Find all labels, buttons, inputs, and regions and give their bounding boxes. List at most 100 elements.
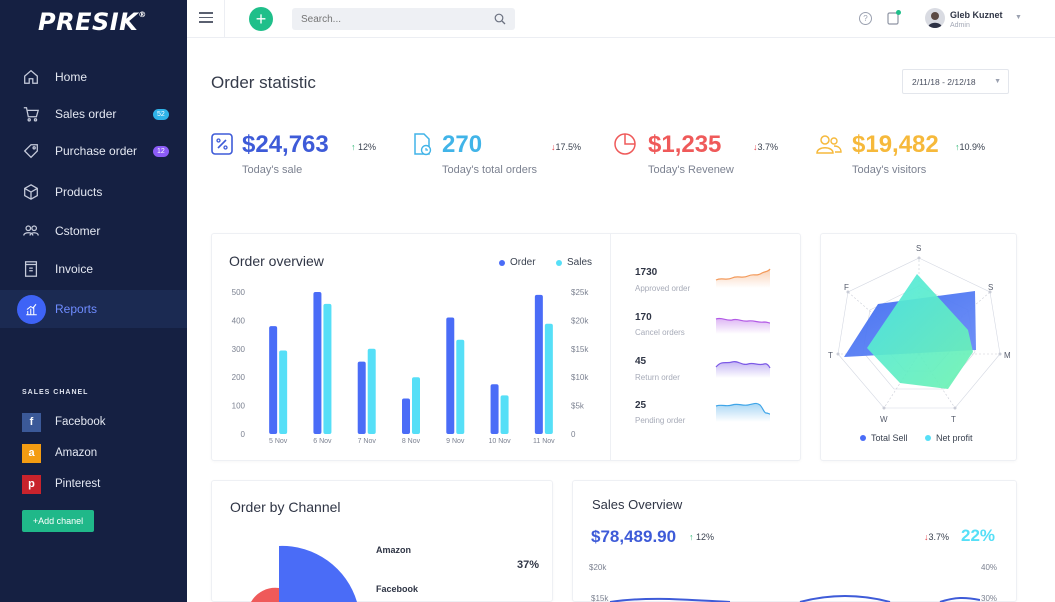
sidebar-item-customer[interactable]: Cstomer bbox=[0, 212, 187, 250]
sales-overview-percent: 22% bbox=[961, 526, 996, 545]
percent-icon bbox=[211, 133, 233, 155]
purchase-order-badge: 12 bbox=[153, 146, 169, 157]
y-axis-left-tick: 400 bbox=[232, 316, 246, 325]
mini-stat-value: 45 bbox=[635, 356, 647, 367]
legend-dot bbox=[925, 435, 931, 441]
radar-axis-label: T bbox=[828, 351, 833, 360]
search-input[interactable] bbox=[292, 8, 515, 30]
sales-overview-value: $78,489.90 bbox=[591, 527, 677, 546]
topbar: + ? Gleb Kuznet Admin ▼ bbox=[187, 0, 1055, 38]
stat-orders-change: ↓17.5% bbox=[551, 142, 582, 152]
channel-amazon[interactable]: a Amazon bbox=[22, 443, 97, 463]
x-axis-tick: 10 Nov bbox=[488, 438, 511, 445]
y-axis-right-tick: $5k bbox=[571, 402, 585, 411]
add-button[interactable]: + bbox=[249, 7, 273, 31]
order-by-channel-title: Order by Channel bbox=[230, 499, 341, 515]
radar-axis-label: S bbox=[916, 244, 921, 253]
legend-order[interactable]: Order bbox=[499, 257, 536, 268]
sales-chanel-heading: SALES CHANEL bbox=[22, 389, 89, 396]
menu-icon[interactable] bbox=[199, 12, 213, 24]
sales-axis-tick: 40% bbox=[981, 563, 998, 572]
radar-axis-label: T bbox=[951, 415, 956, 424]
legend-total-sell[interactable]: Total Sell bbox=[860, 433, 908, 443]
bar-sales bbox=[500, 395, 509, 434]
stat-revenew-value: $1,235 bbox=[648, 131, 722, 158]
channel-label-amazon: Amazon bbox=[376, 545, 412, 555]
bar-order bbox=[402, 398, 410, 434]
stat-visitors-change: ↑10.9% bbox=[955, 142, 986, 152]
add-chanel-button[interactable]: +Add chanel bbox=[22, 510, 94, 532]
bar-order bbox=[313, 292, 322, 434]
sidebar-item-label: Purchase order bbox=[55, 144, 138, 158]
pie-icon bbox=[614, 133, 636, 155]
sales-axis-tick: 30% bbox=[981, 594, 998, 602]
bar-order bbox=[269, 326, 278, 434]
search-icon[interactable] bbox=[494, 13, 506, 25]
bar-sales bbox=[323, 303, 332, 434]
divider bbox=[610, 234, 611, 460]
user-role: Admin bbox=[950, 22, 970, 29]
channel-facebook[interactable]: f Facebook bbox=[22, 412, 106, 432]
bar-sales bbox=[456, 339, 465, 434]
channel-percent-amazon: 37% bbox=[517, 559, 540, 571]
help-icon[interactable]: ? bbox=[859, 12, 872, 25]
mini-stat-label: Return order bbox=[635, 373, 680, 382]
mini-stat-label: Approved order bbox=[635, 284, 691, 293]
stat-revenew-change: ↓3.7% bbox=[753, 142, 779, 152]
sidebar-item-sales-order[interactable]: Sales order 52 bbox=[0, 95, 187, 133]
sidebar-item-home[interactable]: Home bbox=[0, 58, 187, 96]
sidebar-item-purchase-order[interactable]: Purchase order 12 bbox=[0, 132, 187, 170]
y-axis-right-tick: 0 bbox=[571, 430, 576, 439]
chevron-down-icon[interactable]: ▼ bbox=[1015, 14, 1022, 21]
radar-axis-label: M bbox=[1004, 351, 1011, 360]
stat-orders-value: 270 bbox=[442, 131, 483, 158]
radar-axis-label: F bbox=[844, 283, 849, 292]
reports-icon bbox=[17, 294, 46, 324]
avatar[interactable] bbox=[925, 8, 945, 28]
page-title: Order statistic bbox=[211, 73, 316, 92]
bar-order bbox=[446, 317, 455, 434]
sales-overview-change-up: ↑ 12% bbox=[689, 532, 715, 542]
y-axis-left-tick: 100 bbox=[232, 402, 246, 411]
home-icon bbox=[21, 67, 41, 87]
legend-net-profit[interactable]: Net profit bbox=[925, 433, 973, 443]
invoice-icon bbox=[21, 259, 41, 279]
sidebar-item-label: Products bbox=[55, 185, 103, 199]
mini-stat-label: Pending order bbox=[635, 416, 686, 425]
logo-text: PRESIK bbox=[38, 8, 139, 36]
logo-mark: ® bbox=[138, 10, 147, 19]
logo[interactable]: PRESIK® bbox=[38, 8, 147, 36]
chevron-down-icon: ▼ bbox=[994, 78, 1001, 85]
sidebar-item-reports[interactable]: Reports bbox=[0, 290, 187, 328]
mini-stat-value: 170 bbox=[635, 312, 652, 323]
sidebar-item-products[interactable]: Products bbox=[0, 173, 187, 211]
x-axis-tick: 7 Nov bbox=[358, 438, 377, 445]
channel-pinterest[interactable]: p Pinterest bbox=[22, 474, 100, 494]
date-range-select[interactable]: 2/11/18 - 2/12/18 ▼ bbox=[902, 69, 1009, 94]
y-axis-right-tick: $10k bbox=[571, 373, 589, 382]
sidebar-item-label: Invoice bbox=[55, 262, 94, 276]
stat-sale-value: $24,763 bbox=[242, 131, 329, 158]
sidebar-item-invoice[interactable]: Invoice bbox=[0, 250, 187, 288]
sidebar: PRESIK® Home Sales order 52 Purchase ord… bbox=[0, 0, 187, 602]
mini-stat-value: 1730 bbox=[635, 267, 658, 278]
order-overview-chart: 0 100 200 300 400 500 0 $5k $10k $15k $20k $25k 5 No… bbox=[232, 288, 590, 445]
legend-dot bbox=[499, 259, 505, 266]
file-icon bbox=[414, 133, 432, 156]
y-axis-left-tick: 200 bbox=[232, 373, 246, 382]
sidebar-item-label: Home bbox=[55, 70, 88, 84]
y-axis-left-tick: 0 bbox=[241, 430, 246, 439]
sales-order-badge: 52 bbox=[153, 109, 169, 120]
box-icon bbox=[21, 182, 41, 202]
mini-stat-value: 25 bbox=[635, 400, 647, 411]
channel-pie-chart bbox=[251, 545, 357, 602]
sidebar-item-label: Cstomer bbox=[55, 224, 101, 238]
legend-dot bbox=[860, 435, 866, 441]
user-name[interactable]: Gleb Kuznet bbox=[950, 10, 1003, 20]
visitors-icon bbox=[816, 135, 842, 154]
legend-sales[interactable]: Sales bbox=[556, 257, 592, 268]
sales-axis-tick: $20k bbox=[589, 563, 607, 572]
x-axis-tick: 5 Nov bbox=[269, 438, 288, 445]
notification-icon[interactable] bbox=[887, 11, 900, 25]
sidebar-item-label: Reports bbox=[55, 302, 98, 316]
